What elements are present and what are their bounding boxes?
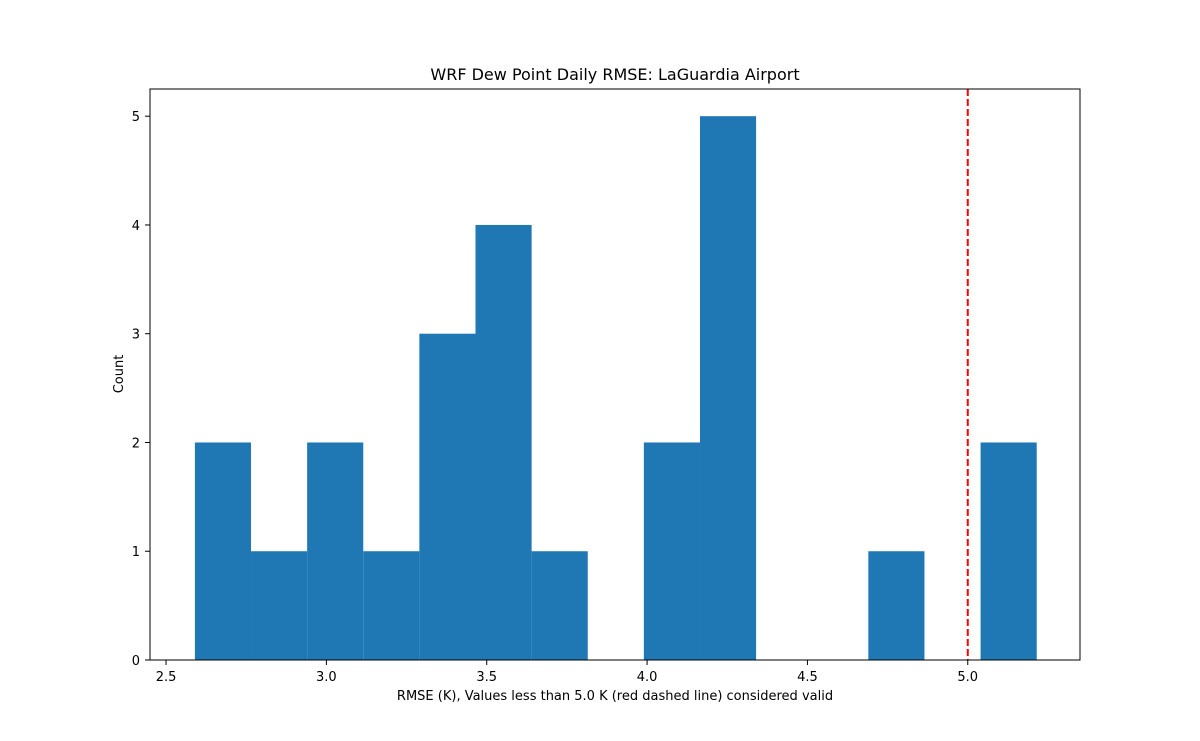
y-tick-label: 0 bbox=[132, 654, 140, 669]
x-tick-label: 4.0 bbox=[637, 670, 658, 685]
x-axis-label: RMSE (K), Values less than 5.0 K (red da… bbox=[397, 689, 833, 704]
y-axis-label: Count bbox=[112, 355, 127, 394]
y-tick-label: 5 bbox=[132, 110, 140, 125]
x-axis-ticks: 2.5 3.0 3.5 4.0 4.5 5.0 bbox=[156, 660, 978, 685]
histogram-bar bbox=[251, 551, 308, 660]
x-tick-label: 4.5 bbox=[797, 670, 818, 685]
y-axis-ticks: 0 1 2 3 4 5 bbox=[132, 110, 150, 669]
y-tick-label: 4 bbox=[132, 219, 140, 234]
y-tick-label: 3 bbox=[132, 328, 140, 343]
histogram-bar bbox=[868, 551, 925, 660]
y-tick-label: 1 bbox=[132, 545, 140, 560]
histogram-bar bbox=[194, 442, 252, 660]
x-tick-label: 3.0 bbox=[316, 670, 337, 685]
histogram-bar bbox=[419, 333, 476, 660]
x-tick-label: 2.5 bbox=[156, 670, 177, 685]
histogram-bar bbox=[699, 116, 757, 660]
bars-group bbox=[194, 116, 1037, 660]
histogram-bar bbox=[980, 442, 1037, 660]
x-tick-label: 3.5 bbox=[476, 670, 497, 685]
histogram-bar bbox=[531, 551, 588, 660]
histogram-bar bbox=[643, 442, 700, 660]
histogram-bar bbox=[475, 224, 532, 660]
axes-frame bbox=[149, 88, 1081, 661]
x-tick-label: 5.0 bbox=[957, 670, 978, 685]
y-tick-label: 2 bbox=[132, 436, 140, 451]
chart-title: WRF Dew Point Daily RMSE: LaGuardia Airp… bbox=[430, 65, 799, 84]
histogram-bar bbox=[307, 442, 364, 660]
histogram-bar bbox=[363, 551, 420, 660]
